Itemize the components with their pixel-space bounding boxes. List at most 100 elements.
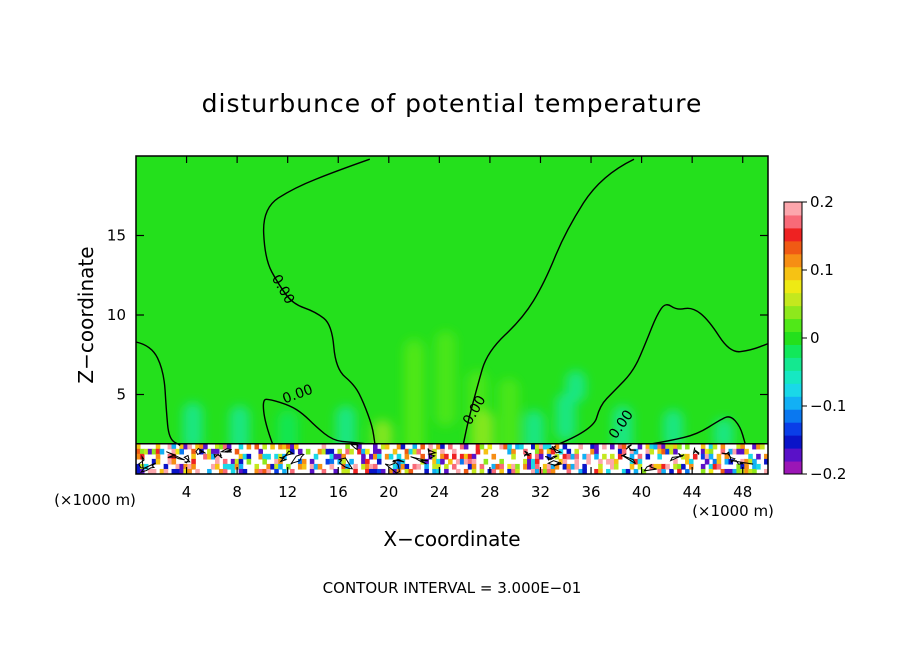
boundary-cell (657, 468, 662, 474)
boundary-cell (602, 453, 607, 460)
boundary-cell (637, 443, 643, 450)
boundary-cell (574, 458, 579, 465)
colorbar-swatch (784, 409, 802, 423)
boundary-cell (562, 463, 568, 470)
boundary-cell (373, 448, 378, 455)
colorbar-swatch (784, 202, 802, 216)
boundary-cell (211, 448, 216, 455)
boundary-cell (388, 468, 394, 474)
boundary-cell (689, 463, 694, 470)
boundary-cell (637, 453, 643, 460)
boundary-cell (290, 443, 295, 450)
boundary-cell (258, 453, 263, 460)
boundary-cell (661, 448, 666, 455)
boundary-cell (155, 448, 161, 455)
y-tick-label: 15 (107, 227, 126, 245)
boundary-cell (657, 463, 662, 470)
boundary-cell (404, 448, 410, 455)
boundary-cell (396, 458, 402, 465)
boundary-cell (499, 443, 504, 450)
boundary-cell (278, 463, 283, 470)
boundary-cell (700, 468, 706, 474)
boundary-cell (139, 448, 145, 455)
boundary-cell (341, 463, 346, 470)
y-tick-label: 5 (116, 386, 126, 404)
boundary-cell (538, 443, 544, 450)
boundary-cell (455, 468, 461, 474)
boundary-cell (297, 463, 303, 470)
boundary-cell (479, 463, 485, 470)
boundary-cell (333, 468, 339, 474)
y-axis-label: Z−coordinate (74, 246, 98, 383)
boundary-cell (744, 458, 749, 465)
boundary-cell (396, 443, 402, 450)
boundary-cell (748, 458, 753, 465)
boundary-cell (301, 463, 307, 470)
boundary-cell (254, 468, 260, 474)
boundary-cell (361, 453, 366, 460)
boundary-cell (534, 463, 540, 470)
boundary-cell (523, 463, 528, 470)
boundary-cell (621, 443, 627, 450)
boundary-cell (325, 448, 331, 455)
boundary-cell (309, 468, 315, 474)
boundary-cell (432, 458, 437, 465)
boundary-cell (499, 463, 504, 470)
boundary-cell (282, 443, 287, 450)
boundary-cell (574, 448, 579, 455)
boundary-cell (175, 468, 181, 474)
colorbar-swatch (784, 305, 802, 320)
boundary-cell (203, 443, 208, 450)
boundary-cell (329, 458, 335, 465)
boundary-cell (764, 453, 768, 460)
boundary-cell (357, 448, 362, 455)
boundary-cell (621, 448, 627, 455)
x-tick-label: 32 (531, 483, 550, 501)
boundary-cell (329, 453, 335, 460)
colorbar-swatch (784, 240, 802, 255)
boundary-cell (534, 443, 540, 450)
boundary-cell (531, 468, 536, 474)
boundary-cell (440, 458, 445, 465)
boundary-cell (617, 453, 623, 460)
boundary-cell (424, 463, 429, 470)
boundary-cell (665, 463, 670, 470)
boundary-cell (278, 453, 283, 460)
boundary-cell (700, 443, 706, 450)
boundary-cell (218, 468, 224, 474)
boundary-cell (357, 443, 362, 450)
boundary-cell (321, 448, 327, 455)
boundary-cell (582, 453, 587, 460)
boundary-cell (428, 443, 433, 450)
boundary-cell (238, 443, 244, 450)
boundary-cell (669, 443, 674, 450)
boundary-cell (550, 448, 556, 455)
boundary-cell (297, 448, 303, 455)
boundary-cell (566, 448, 572, 455)
boundary-cell (689, 458, 694, 465)
boundary-cell (384, 443, 390, 450)
boundary-cell (685, 453, 690, 460)
x-tick-label: 40 (632, 483, 651, 501)
boundary-cell (487, 443, 493, 450)
anomaly-patch (182, 402, 203, 451)
boundary-cell (337, 453, 342, 460)
boundary-cell (669, 448, 674, 455)
boundary-cell (361, 463, 366, 470)
boundary-cell (274, 453, 279, 460)
boundary-cell (720, 448, 726, 455)
boundary-cell (657, 453, 662, 460)
anomaly-patch (612, 405, 633, 454)
boundary-contour (138, 454, 148, 469)
boundary-contour (692, 447, 700, 455)
colorbar-swatch (784, 344, 802, 358)
boundary-cell (661, 463, 666, 470)
boundary-cell (392, 463, 398, 470)
boundary-cell (376, 458, 382, 465)
boundary-cell (677, 468, 682, 474)
boundary-cell (610, 453, 615, 460)
boundary-cell (716, 463, 722, 470)
boundary-cell (586, 453, 591, 460)
boundary-cell (234, 448, 240, 455)
